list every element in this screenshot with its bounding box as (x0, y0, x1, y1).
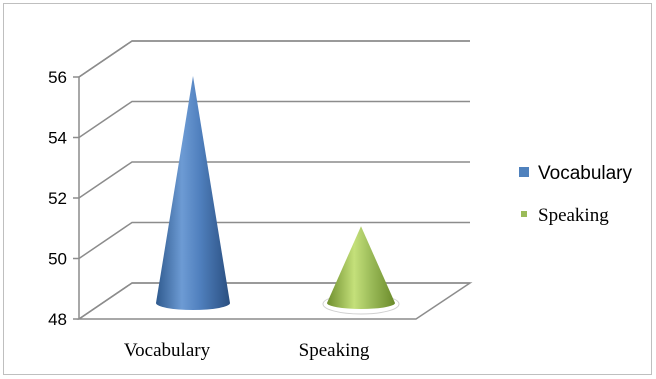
gridline (78, 221, 470, 260)
gridline (78, 161, 470, 199)
gridline (78, 282, 470, 320)
chart-walls (76, 40, 473, 320)
y-tick-label: 54 (48, 129, 67, 148)
legend-swatch (519, 167, 529, 177)
cone-speaking (327, 226, 395, 309)
legend-label: Speaking (538, 205, 609, 226)
x-category-label: Vocabulary (124, 340, 211, 361)
x-category-label: Speaking (299, 340, 370, 361)
legend-swatch (521, 211, 527, 217)
back-wall-top-edge (78, 40, 470, 78)
y-axis-ticks: 48 50 52 54 56 (48, 68, 79, 329)
y-tick-label: 52 (48, 189, 67, 208)
y-tick-label: 50 (48, 250, 67, 269)
floor (76, 282, 473, 320)
chart-marks (156, 76, 400, 315)
legend: Vocabulary Speaking (519, 163, 633, 226)
chart-frame: 48 50 52 54 56 Vocabulary Speaking Vocabulary… (3, 3, 652, 375)
gridline (78, 100, 470, 139)
x-axis-labels: Vocabulary Speaking (124, 340, 370, 361)
legend-label: Vocabulary (538, 163, 633, 184)
gridlines (78, 40, 470, 320)
cone-chart: 48 50 52 54 56 Vocabulary Speaking Vocabulary… (48, 40, 633, 361)
cone-vocabulary (156, 76, 230, 310)
gridline (78, 40, 470, 78)
y-tick-label: 48 (48, 310, 67, 329)
y-tick-label: 56 (48, 68, 67, 87)
